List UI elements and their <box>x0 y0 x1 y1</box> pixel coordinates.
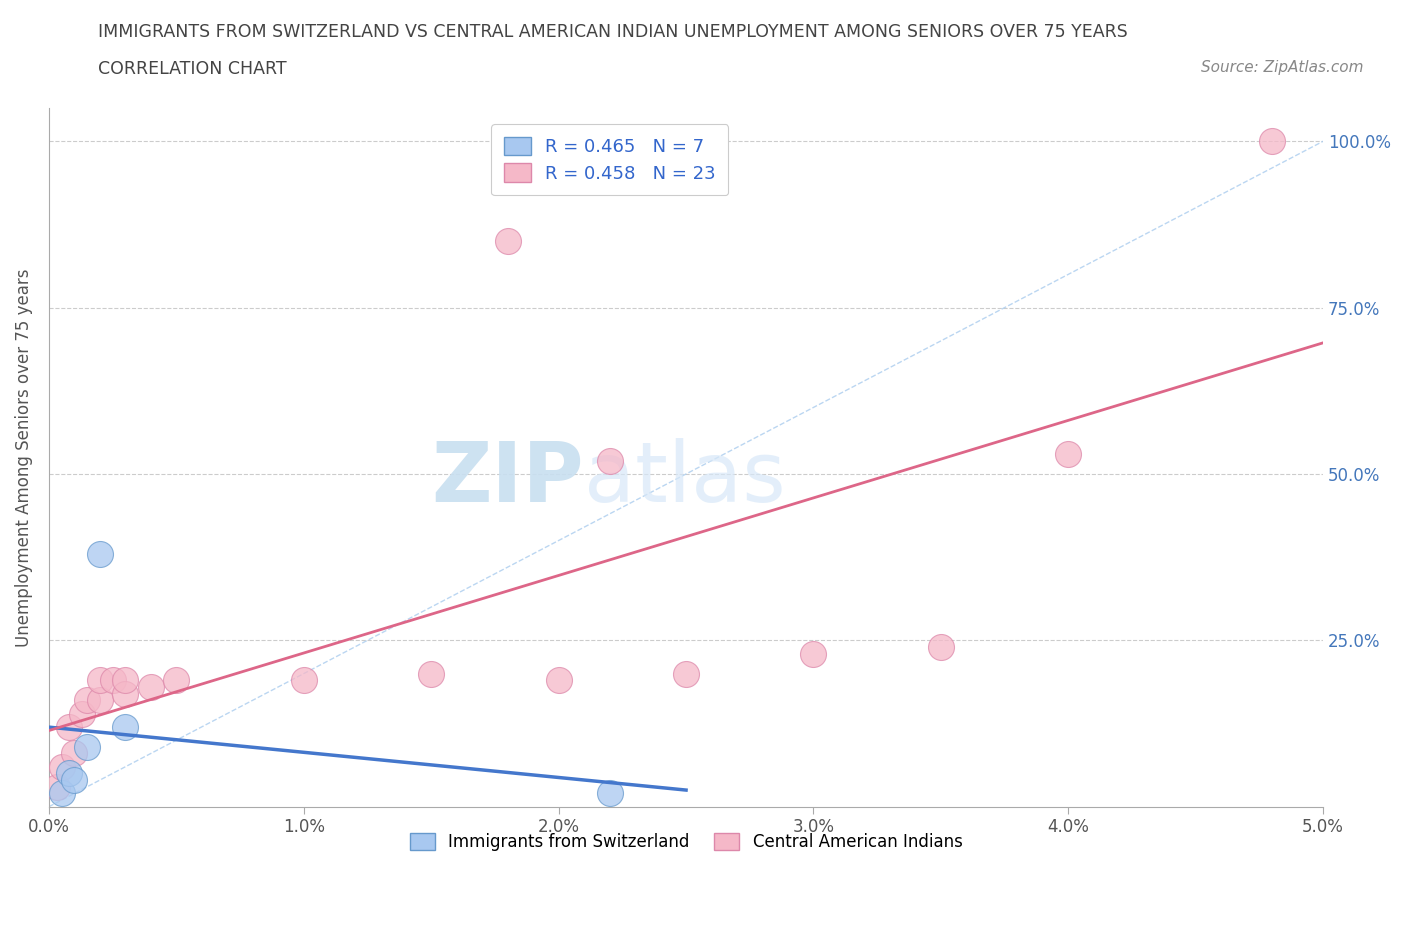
Point <box>547 672 569 687</box>
Point <box>803 646 825 661</box>
Text: IMMIGRANTS FROM SWITZERLAND VS CENTRAL AMERICAN INDIAN UNEMPLOYMENT AMONG SENIOR: IMMIGRANTS FROM SWITZERLAND VS CENTRAL A… <box>98 23 1128 41</box>
Point <box>929 640 952 655</box>
Text: Source: ZipAtlas.com: Source: ZipAtlas.com <box>1201 60 1364 75</box>
Point <box>89 672 111 687</box>
Text: ZIP: ZIP <box>432 438 583 519</box>
Point <box>1261 134 1284 149</box>
Point <box>420 666 443 681</box>
Point <box>496 233 519 248</box>
Point <box>63 746 86 761</box>
Point <box>139 680 162 695</box>
Point <box>63 773 86 788</box>
Point <box>114 672 136 687</box>
Point <box>292 672 315 687</box>
Legend: Immigrants from Switzerland, Central American Indians: Immigrants from Switzerland, Central Ame… <box>404 826 969 857</box>
Point <box>58 766 80 781</box>
Point <box>70 706 93 721</box>
Y-axis label: Unemployment Among Seniors over 75 years: Unemployment Among Seniors over 75 years <box>15 268 32 646</box>
Point <box>1057 446 1080 461</box>
Point <box>165 672 187 687</box>
Point <box>58 720 80 735</box>
Point <box>599 453 621 468</box>
Point <box>89 693 111 708</box>
Point <box>114 720 136 735</box>
Point <box>101 672 124 687</box>
Point <box>51 759 73 774</box>
Point <box>76 739 98 754</box>
Point <box>76 693 98 708</box>
Text: atlas: atlas <box>583 438 786 519</box>
Point <box>89 546 111 561</box>
Text: CORRELATION CHART: CORRELATION CHART <box>98 60 287 78</box>
Point <box>599 786 621 801</box>
Point <box>51 786 73 801</box>
Point <box>45 779 67 794</box>
Point <box>114 686 136 701</box>
Point <box>675 666 697 681</box>
